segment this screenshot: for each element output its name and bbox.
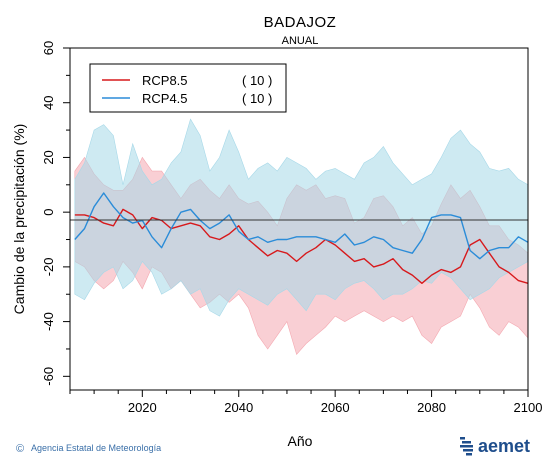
y-tick-label: 60 [41,41,56,55]
x-tick-label: 2080 [417,400,446,415]
chart-title: BADAJOZ [264,14,337,31]
x-tick-label: 2100 [514,400,543,415]
x-tick-label: 2060 [321,400,350,415]
y-axis-label: Cambio de la precipitación (%) [11,124,27,315]
y-tick-label: 0 [41,209,56,216]
aemet-logo: aemet [460,436,530,456]
series-lines [74,192,529,284]
legend: RCP8.5 ( 10 ) RCP4.5 ( 10 ) [89,63,287,113]
copyright-icon: © [16,443,24,455]
y-tick-label: -40 [41,312,56,331]
footer-credit: © Agencia Estatal de Meteorología [16,443,161,455]
legend-label-rcp45: RCP4.5 [142,91,188,106]
x-tick-label: 2020 [128,400,157,415]
x-axis: 2020 2040 2060 2080 2100 [69,390,543,415]
legend-count-rcp45: ( 10 ) [242,91,272,106]
y-tick-label: -20 [41,257,56,276]
y-tick-label: -60 [41,367,56,386]
y-tick-label: 20 [41,150,56,164]
x-axis-label: Año [288,433,313,449]
uncertainty-bands [74,118,529,356]
series-line-rcp45 [74,192,529,260]
legend-label-rcp85: RCP8.5 [142,73,188,88]
aemet-logo-icon [460,437,473,456]
series-line-rcp85 [74,208,529,284]
plot-frame [69,47,529,391]
chart-subtitle: ANUAL [282,35,319,47]
y-tick-label: 40 [41,95,56,109]
y-axis: -60 -40 -20 0 20 40 60 [41,41,70,386]
legend-box [89,63,287,113]
agency-credit: Agencia Estatal de Meteorología [31,443,161,453]
aemet-logo-text: aemet [478,436,530,456]
x-tick-label: 2040 [224,400,253,415]
legend-count-rcp85: ( 10 ) [242,73,272,88]
